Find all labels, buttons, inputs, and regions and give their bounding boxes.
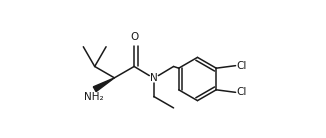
Text: N: N <box>150 73 158 83</box>
Text: Cl: Cl <box>237 61 247 71</box>
Text: NH₂: NH₂ <box>83 92 103 102</box>
Polygon shape <box>93 78 114 92</box>
Text: O: O <box>130 32 138 43</box>
Text: Cl: Cl <box>237 87 247 97</box>
